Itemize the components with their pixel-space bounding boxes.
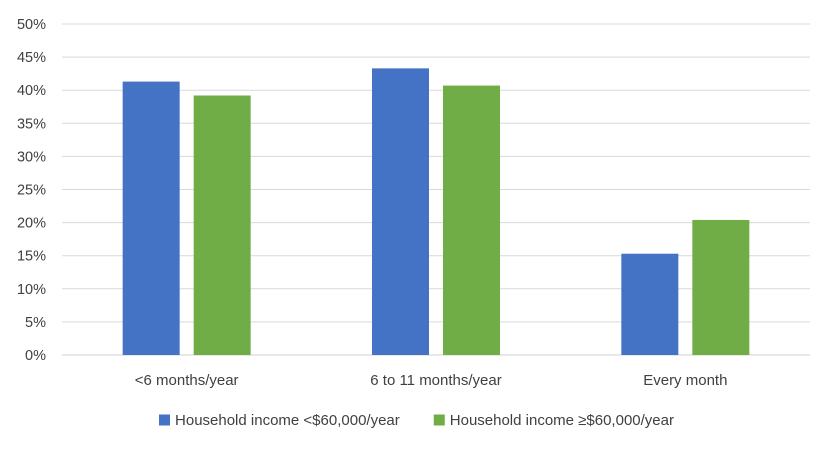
y-tick-label: 20%: [17, 216, 46, 232]
bar-income-60k-plus-0: [193, 95, 251, 355]
y-tick-label: 0%: [25, 348, 46, 364]
y-axis-labels: 0% 5% 10% 15% 20% 25% 30% 35% 40% 45% 50%: [17, 17, 46, 364]
x-category-label: <6 months/year: [135, 372, 239, 389]
y-tick-label: 45%: [17, 50, 46, 66]
y-tick-label: 5%: [25, 315, 46, 331]
y-tick-label: 15%: [17, 249, 46, 265]
bar-income-under-60k-1: [372, 68, 429, 355]
legend-swatch: [159, 414, 171, 426]
legend-swatch: [433, 414, 445, 426]
y-tick-label: 25%: [17, 183, 46, 199]
y-tick-label: 35%: [17, 116, 46, 132]
y-tick-label: 50%: [17, 17, 46, 33]
legend-label: Household income ≥$60,000/year: [450, 412, 674, 429]
bar-income-60k-plus-1: [443, 85, 500, 355]
x-category-label: Every month: [643, 372, 727, 389]
bar-income-under-60k-2: [621, 253, 679, 355]
legend: Household income <$60,000/year Household …: [159, 412, 674, 429]
bar-income-under-60k-0: [122, 81, 180, 356]
gridlines: [62, 23, 810, 356]
x-category-label: 6 to 11 months/year: [370, 372, 501, 389]
y-tick-label: 10%: [17, 282, 46, 298]
legend-label: Household income <$60,000/year: [175, 412, 400, 429]
bars: [122, 68, 750, 356]
x-axis: <6 months/year 6 to 11 months/year Every m…: [135, 372, 728, 389]
y-tick-label: 40%: [17, 83, 46, 99]
bar-income-60k-plus-2: [692, 219, 750, 355]
y-tick-label: 30%: [17, 149, 46, 165]
